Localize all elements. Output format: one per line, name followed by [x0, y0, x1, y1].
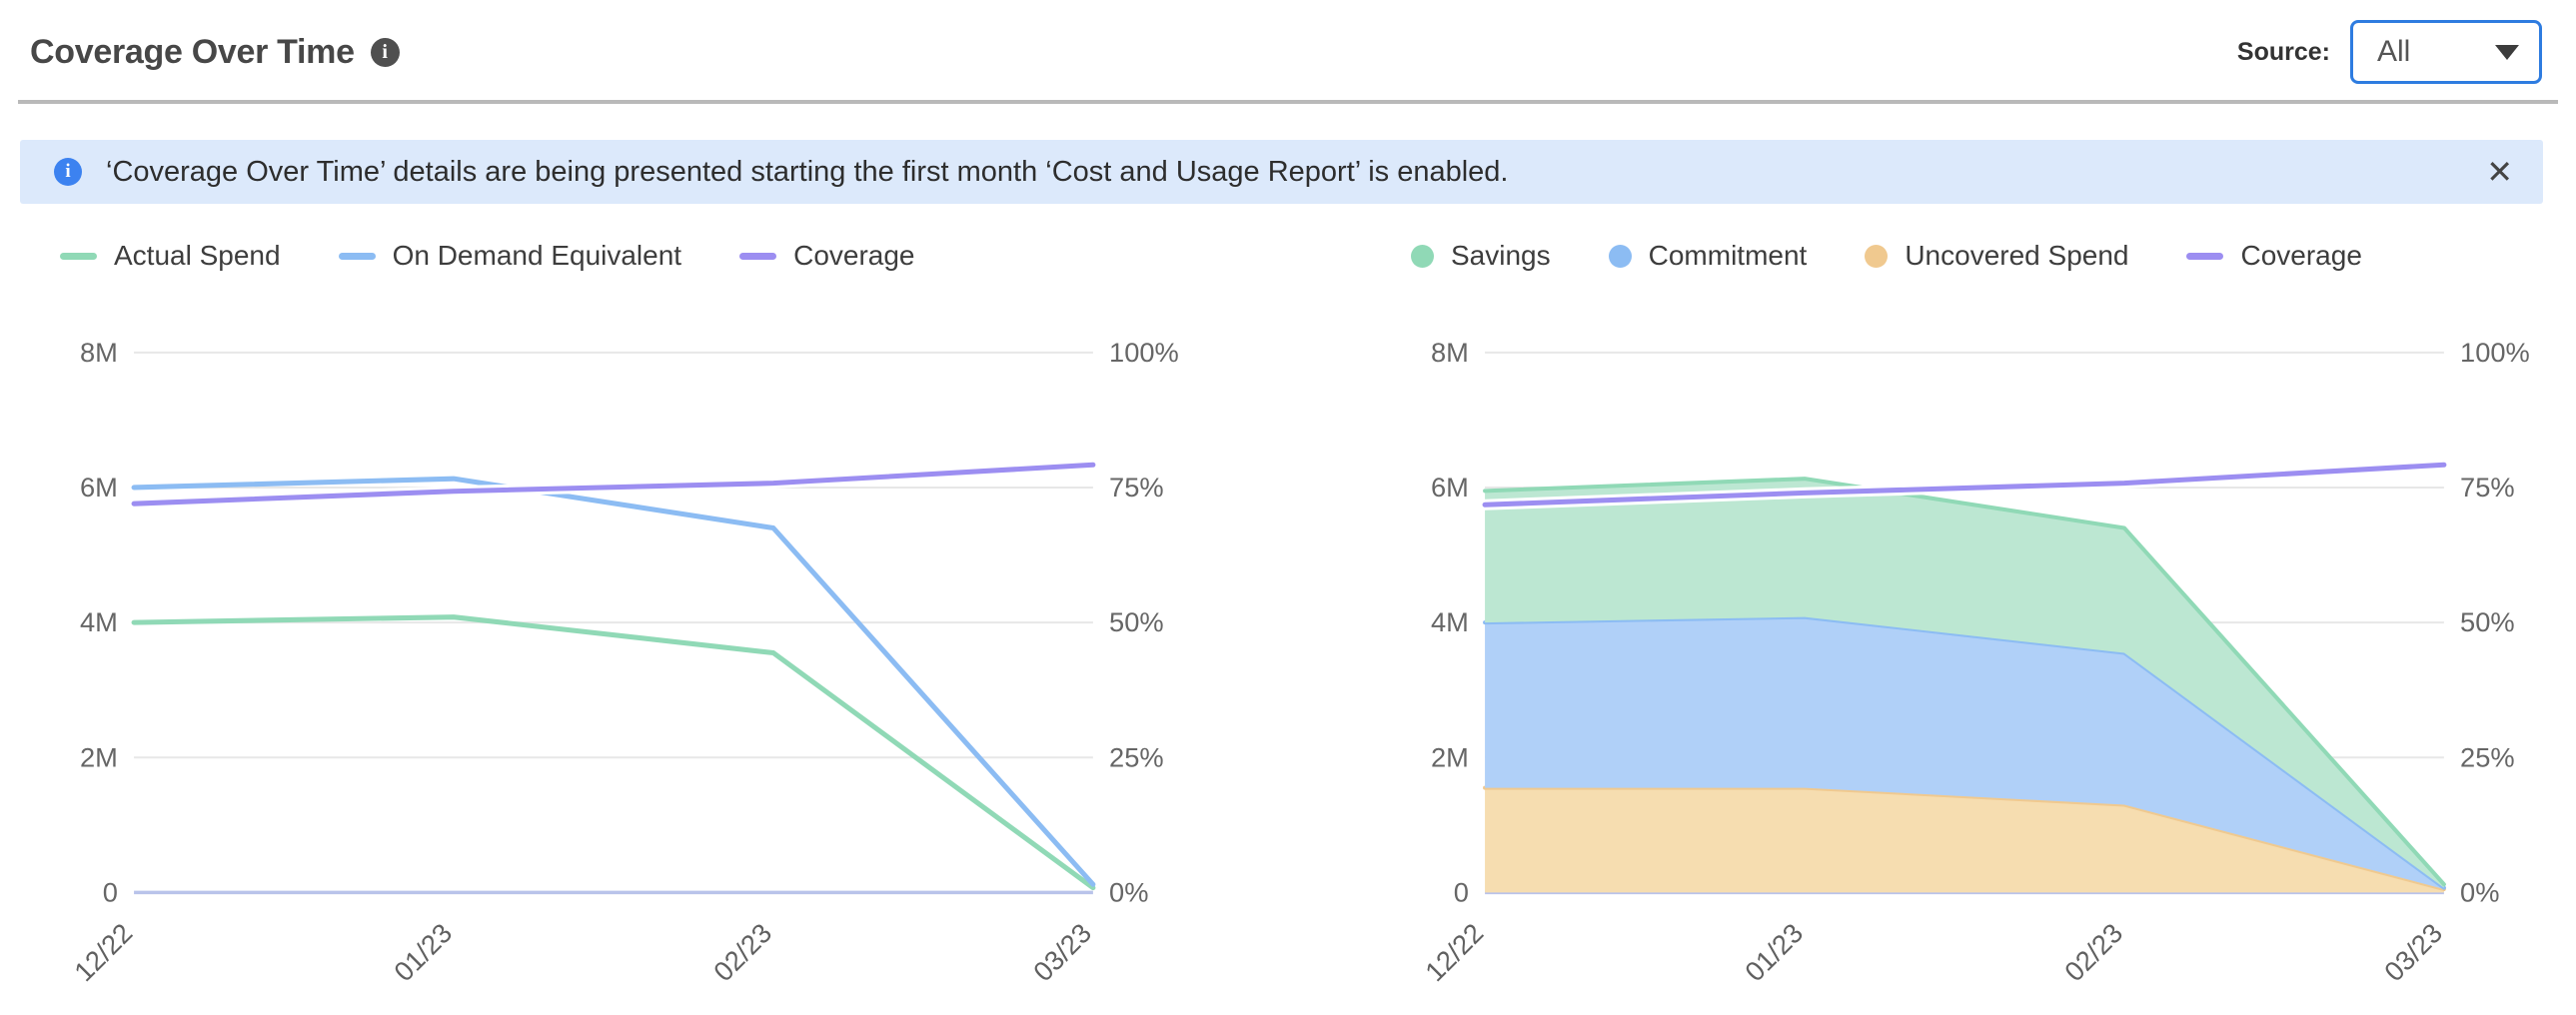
info-icon[interactable]: i [370, 37, 400, 67]
legend-label: Actual Spend [114, 240, 281, 271]
legend-label: Uncovered Spend [1905, 240, 2129, 271]
svg-text:0%: 0% [2460, 876, 2499, 907]
legend-item-coverage[interactable]: Coverage [739, 240, 915, 272]
legend-item-actual-spend[interactable]: Actual Spend [60, 240, 281, 272]
legend-label: Coverage [2240, 240, 2362, 271]
series-line-on-demand-equivalent [131, 476, 1096, 887]
svg-text:8M: 8M [80, 337, 118, 368]
area-commitment [1485, 616, 2444, 889]
svg-text:75%: 75% [1109, 472, 1164, 503]
svg-text:2M: 2M [1431, 741, 1469, 772]
page-title: Coverage Over Time [30, 32, 355, 71]
legend-item-savings[interactable]: Savings [1411, 240, 1551, 272]
svg-text:6M: 6M [1431, 472, 1469, 503]
svg-text:6M: 6M [80, 472, 118, 503]
source-select[interactable]: All [2350, 20, 2542, 84]
chart-canvas: 0 0% 2M 25% 4M 50% 6M 75% 8M 100% 12/22 01/23 02/23 0… [1419, 337, 2530, 987]
legend-item-uncovered-spend[interactable]: Uncovered Spend [1865, 240, 2128, 272]
svg-text:0: 0 [103, 876, 118, 907]
coverage-line-chart-panel: Actual Spend On Demand Equivalent Coverage… [30, 204, 1201, 1009]
svg-text:25%: 25% [2460, 741, 2515, 772]
legend-item-on-demand-equivalent[interactable]: On Demand Equivalent [338, 240, 682, 272]
area-savings [1485, 479, 2444, 888]
svg-text:03/23: 03/23 [1027, 917, 1097, 987]
svg-text:03/23: 03/23 [2378, 917, 2448, 987]
legend-label: Coverage [793, 240, 915, 271]
x-axis-labels: 12/22 01/23 02/23 03/23 [68, 917, 1097, 987]
banner-text: ‘Coverage Over Time’ details are being p… [106, 155, 1509, 188]
svg-text:4M: 4M [80, 606, 118, 637]
chevron-down-icon [2495, 44, 2519, 60]
svg-text:01/23: 01/23 [388, 917, 458, 987]
svg-text:50%: 50% [2460, 606, 2515, 637]
info-banner: i ‘Coverage Over Time’ details are being… [20, 140, 2543, 204]
legend-label: On Demand Equivalent [392, 240, 682, 271]
svg-text:100%: 100% [1109, 337, 1179, 368]
svg-text:25%: 25% [1109, 741, 1164, 772]
close-icon[interactable]: ✕ [2476, 152, 2523, 192]
svg-text:02/23: 02/23 [2058, 917, 2128, 987]
svg-text:50%: 50% [1109, 606, 1164, 637]
coverage-area-chart: 0 0% 2M 25% 4M 50% 6M 75% 8M 100% 12/22 01/23 02/23 0… [1381, 272, 2552, 1009]
line-swatch-icon [739, 252, 777, 260]
circle-swatch-icon [1608, 244, 1632, 268]
coverage-area-chart-panel: Savings Commitment Uncovered Spend Coverage… [1381, 204, 2552, 1009]
svg-text:75%: 75% [2460, 472, 2515, 503]
line-chart-legend: Actual Spend On Demand Equivalent Coverage [60, 240, 1201, 272]
svg-text:0%: 0% [1109, 876, 1148, 907]
svg-text:4M: 4M [1431, 606, 1469, 637]
info-icon: i [54, 158, 82, 186]
circle-swatch-icon [1865, 244, 1889, 268]
legend-item-coverage[interactable]: Coverage [2186, 240, 2362, 272]
gridlines: 0 0% 2M 25% 4M 50% 6M 75% 8M 100% [80, 337, 1179, 908]
circle-swatch-icon [1411, 244, 1434, 268]
svg-text:01/23: 01/23 [1739, 917, 1809, 987]
line-swatch-icon [2186, 252, 2224, 260]
svg-text:8M: 8M [1431, 337, 1469, 368]
series-line-coverage [1482, 462, 2447, 508]
series-line-actual-spend [131, 614, 1096, 891]
x-axis-labels: 12/22 01/23 02/23 03/23 [1419, 917, 2448, 987]
svg-text:12/22: 12/22 [68, 917, 138, 987]
source-selected-value: All [2377, 35, 2411, 68]
source-label: Source: [2236, 37, 2330, 66]
coverage-line-chart: 0 0% 2M 25% 4M 50% 6M 75% 8M 100% 12/22 01/23 02/23 0… [30, 272, 1201, 1009]
series-line-coverage [131, 462, 1096, 507]
legend-label: Commitment [1648, 240, 1808, 271]
line-swatch-icon [60, 252, 97, 260]
line-swatch-icon [338, 252, 376, 260]
legend-label: Savings [1451, 240, 1551, 271]
svg-text:12/22: 12/22 [1419, 917, 1489, 987]
area-chart-legend: Savings Commitment Uncovered Spend Coverage [1411, 240, 2552, 272]
header: Coverage Over Time i Source: All [0, 0, 2576, 100]
svg-text:100%: 100% [2460, 337, 2530, 368]
charts-row: Actual Spend On Demand Equivalent Coverage… [0, 204, 2576, 1009]
header-divider [18, 100, 2558, 104]
chart-canvas: 0 0% 2M 25% 4M 50% 6M 75% 8M 100% 12/22 01/23 02/23 0… [68, 337, 1179, 987]
legend-item-commitment[interactable]: Commitment [1608, 240, 1808, 272]
svg-text:2M: 2M [80, 741, 118, 772]
area-uncovered-spend [1485, 787, 2444, 893]
svg-text:02/23: 02/23 [707, 917, 777, 987]
svg-text:0: 0 [1454, 876, 1469, 907]
